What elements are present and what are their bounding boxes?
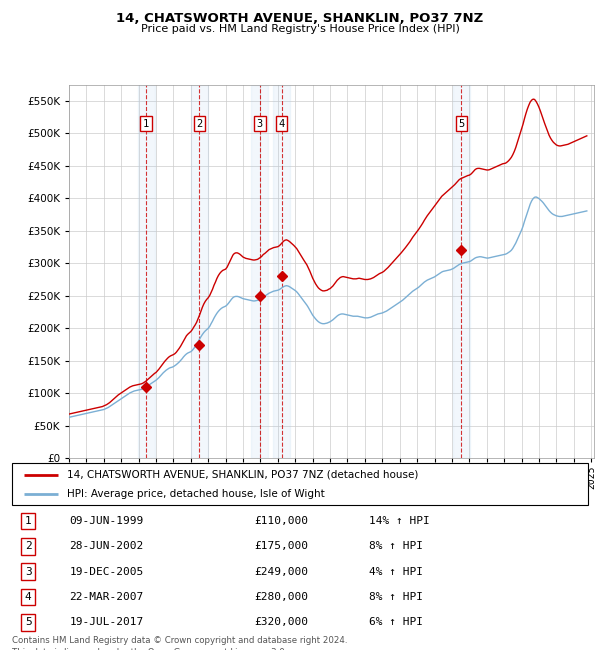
Text: 5: 5 (458, 119, 464, 129)
Text: 09-JUN-1999: 09-JUN-1999 (70, 516, 144, 526)
Text: This data is licensed under the Open Government Licence v3.0.: This data is licensed under the Open Gov… (12, 648, 287, 650)
Text: 19-DEC-2005: 19-DEC-2005 (70, 567, 144, 577)
Text: 1: 1 (25, 516, 32, 526)
Bar (191, 84, 208, 458)
Text: HPI: Average price, detached house, Isle of Wight: HPI: Average price, detached house, Isle… (67, 489, 325, 499)
Text: 5: 5 (25, 618, 32, 627)
Text: 4% ↑ HPI: 4% ↑ HPI (369, 567, 423, 577)
Text: 4: 4 (278, 119, 285, 129)
Bar (453, 84, 470, 458)
Text: 3: 3 (25, 567, 32, 577)
Text: 6% ↑ HPI: 6% ↑ HPI (369, 618, 423, 627)
Text: 28-JUN-2002: 28-JUN-2002 (70, 541, 144, 551)
Text: £110,000: £110,000 (254, 516, 308, 526)
Text: £249,000: £249,000 (254, 567, 308, 577)
Text: Price paid vs. HM Land Registry's House Price Index (HPI): Price paid vs. HM Land Registry's House … (140, 24, 460, 34)
Text: 19-JUL-2017: 19-JUL-2017 (70, 618, 144, 627)
Text: 14, CHATSWORTH AVENUE, SHANKLIN, PO37 7NZ: 14, CHATSWORTH AVENUE, SHANKLIN, PO37 7N… (116, 12, 484, 25)
Text: 8% ↑ HPI: 8% ↑ HPI (369, 592, 423, 602)
Text: 14, CHATSWORTH AVENUE, SHANKLIN, PO37 7NZ (detached house): 14, CHATSWORTH AVENUE, SHANKLIN, PO37 7N… (67, 470, 418, 480)
Text: £320,000: £320,000 (254, 618, 308, 627)
Bar (273, 84, 290, 458)
Text: 22-MAR-2007: 22-MAR-2007 (70, 592, 144, 602)
Text: £280,000: £280,000 (254, 592, 308, 602)
Text: £175,000: £175,000 (254, 541, 308, 551)
Text: 4: 4 (25, 592, 32, 602)
Bar (137, 84, 155, 458)
Text: 2: 2 (196, 119, 202, 129)
Text: 1: 1 (143, 119, 149, 129)
Bar (251, 84, 268, 458)
Text: 2: 2 (25, 541, 32, 551)
Text: 14% ↑ HPI: 14% ↑ HPI (369, 516, 430, 526)
Text: Contains HM Land Registry data © Crown copyright and database right 2024.: Contains HM Land Registry data © Crown c… (12, 636, 347, 645)
Text: 3: 3 (257, 119, 263, 129)
Text: 8% ↑ HPI: 8% ↑ HPI (369, 541, 423, 551)
